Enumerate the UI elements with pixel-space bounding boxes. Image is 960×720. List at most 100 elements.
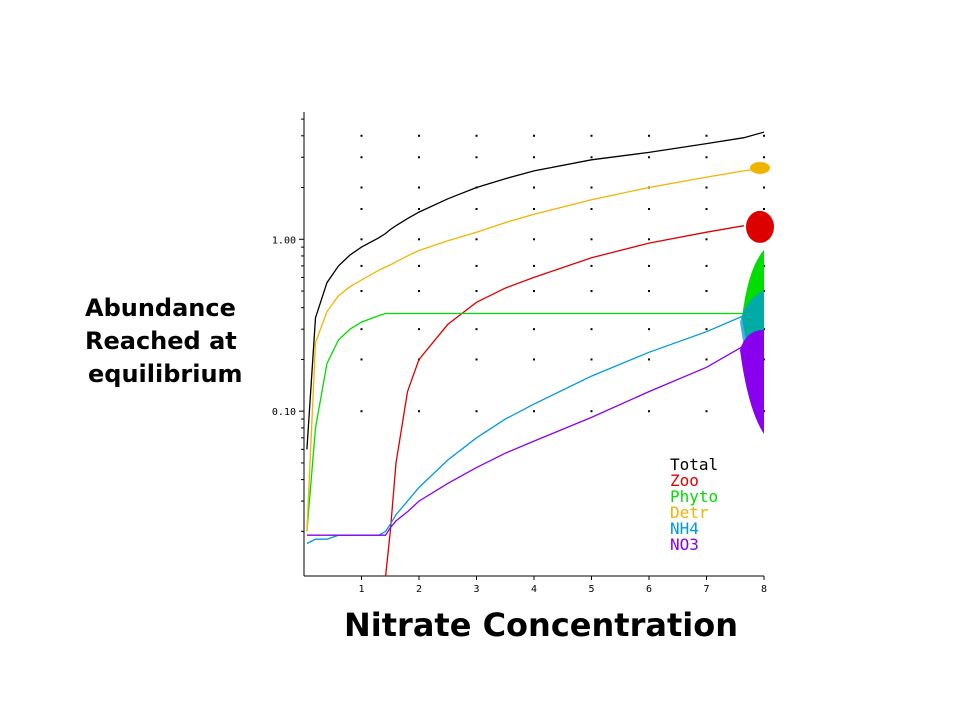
y-axis-label-line-1: Abundance xyxy=(85,294,236,322)
grid-dot xyxy=(533,238,535,241)
grid-dot xyxy=(590,358,593,361)
series-line-phyto xyxy=(306,312,744,532)
grid-dot xyxy=(648,358,650,361)
grid-dot xyxy=(590,264,593,267)
grid-dot xyxy=(648,410,650,413)
x-tick-label: 8 xyxy=(761,584,767,595)
grid-dot xyxy=(418,156,420,159)
grid-dot xyxy=(418,410,420,413)
x-tick-label: 2 xyxy=(416,584,422,595)
grid-dot xyxy=(590,328,593,331)
grid-dot xyxy=(590,156,593,159)
grid-dot xyxy=(590,134,593,137)
legend-entry-detr: Detr xyxy=(670,503,709,522)
grid-dot xyxy=(763,208,765,211)
grid-dot xyxy=(763,186,765,189)
grid-dot xyxy=(590,238,593,241)
grid-dot xyxy=(418,134,420,137)
grid-dot xyxy=(360,290,363,293)
grid-dot xyxy=(763,134,765,137)
grid-dot xyxy=(533,156,535,159)
grid-dot xyxy=(418,290,420,293)
grid-dot xyxy=(533,410,535,413)
grid-dot xyxy=(533,186,535,189)
legend-entry-zoo: Zoo xyxy=(670,471,699,490)
grid-dot xyxy=(648,156,650,159)
x-tick-label: 7 xyxy=(703,584,709,595)
grid-dot xyxy=(533,358,535,361)
grid-dot xyxy=(360,410,363,413)
grid-dot xyxy=(475,328,478,331)
grid-dot xyxy=(418,186,420,189)
grid-dot xyxy=(533,290,535,293)
grid-dot xyxy=(590,290,593,293)
series-line-zoo xyxy=(384,225,745,577)
grid-dot xyxy=(360,134,363,137)
grid-dot xyxy=(418,238,420,241)
y-axis-label-line-3: equilibrium xyxy=(88,360,243,388)
grid-dot xyxy=(705,134,708,137)
legend-entry-nh4: NH4 xyxy=(670,519,699,538)
grid-dot xyxy=(475,134,478,137)
grid-dot xyxy=(475,208,478,211)
grid-dot xyxy=(590,186,593,189)
series-line-no3 xyxy=(306,345,745,536)
series-line-detr xyxy=(306,167,765,532)
grid-dot xyxy=(360,328,363,331)
grid-dot xyxy=(360,238,363,241)
grid-dot xyxy=(705,290,708,293)
grid-dot xyxy=(475,410,478,413)
grid-dot xyxy=(705,358,708,361)
x-axis-label: Nitrate Concentration xyxy=(344,606,738,644)
grid-dot xyxy=(705,186,708,189)
series-line-total xyxy=(306,131,765,450)
grid-dot xyxy=(475,264,478,267)
grid-dot xyxy=(705,328,708,331)
grid-dot xyxy=(648,208,650,211)
grid-dot xyxy=(418,328,420,331)
grid-dot xyxy=(648,264,650,267)
grid-dot xyxy=(705,208,708,211)
grid-dot xyxy=(648,134,650,137)
legend-entry-phyto: Phyto xyxy=(670,487,718,506)
grid-dot xyxy=(360,186,363,189)
x-tick-label: 5 xyxy=(588,584,594,595)
grid-dot xyxy=(360,264,363,267)
grid-dot xyxy=(648,290,650,293)
grid-dot xyxy=(705,238,708,241)
x-tick-label: 3 xyxy=(473,584,479,595)
y-tick-label: 1.00 xyxy=(272,235,296,246)
grid-dot xyxy=(648,238,650,241)
grid-dot xyxy=(533,134,535,137)
grid-dot xyxy=(475,156,478,159)
grid-dot xyxy=(590,208,593,211)
zoo-oscillation-region xyxy=(746,210,774,243)
grid-dot xyxy=(360,358,363,361)
x-tick-label: 4 xyxy=(531,584,537,595)
x-tick-label: 1 xyxy=(358,584,364,595)
grid-dot xyxy=(533,208,535,211)
grid-dot xyxy=(705,410,708,413)
grid-dot xyxy=(590,410,593,413)
grid-dot xyxy=(705,264,708,267)
grid-dot xyxy=(475,290,478,293)
x-tick-label: 6 xyxy=(646,584,652,595)
no3-oscillation-region xyxy=(740,330,764,434)
y-axis-label-line-2: Reached at xyxy=(85,327,237,355)
detr-oscillation-region xyxy=(750,161,770,174)
grid-dot xyxy=(475,358,478,361)
grid-dot xyxy=(533,264,535,267)
y-tick-label: 0.10 xyxy=(272,407,296,418)
grid-dot xyxy=(705,156,708,159)
grid-dot xyxy=(418,264,420,267)
grid-dot xyxy=(418,208,420,211)
grid-dot xyxy=(533,328,535,331)
grid-dot xyxy=(360,208,363,211)
grid-dot xyxy=(360,156,363,159)
grid-dot xyxy=(475,238,478,241)
grid-dot xyxy=(648,328,650,331)
grid-dot xyxy=(763,156,765,159)
legend-entry-total: Total xyxy=(670,455,718,474)
legend-entry-no3: NO3 xyxy=(670,535,699,554)
